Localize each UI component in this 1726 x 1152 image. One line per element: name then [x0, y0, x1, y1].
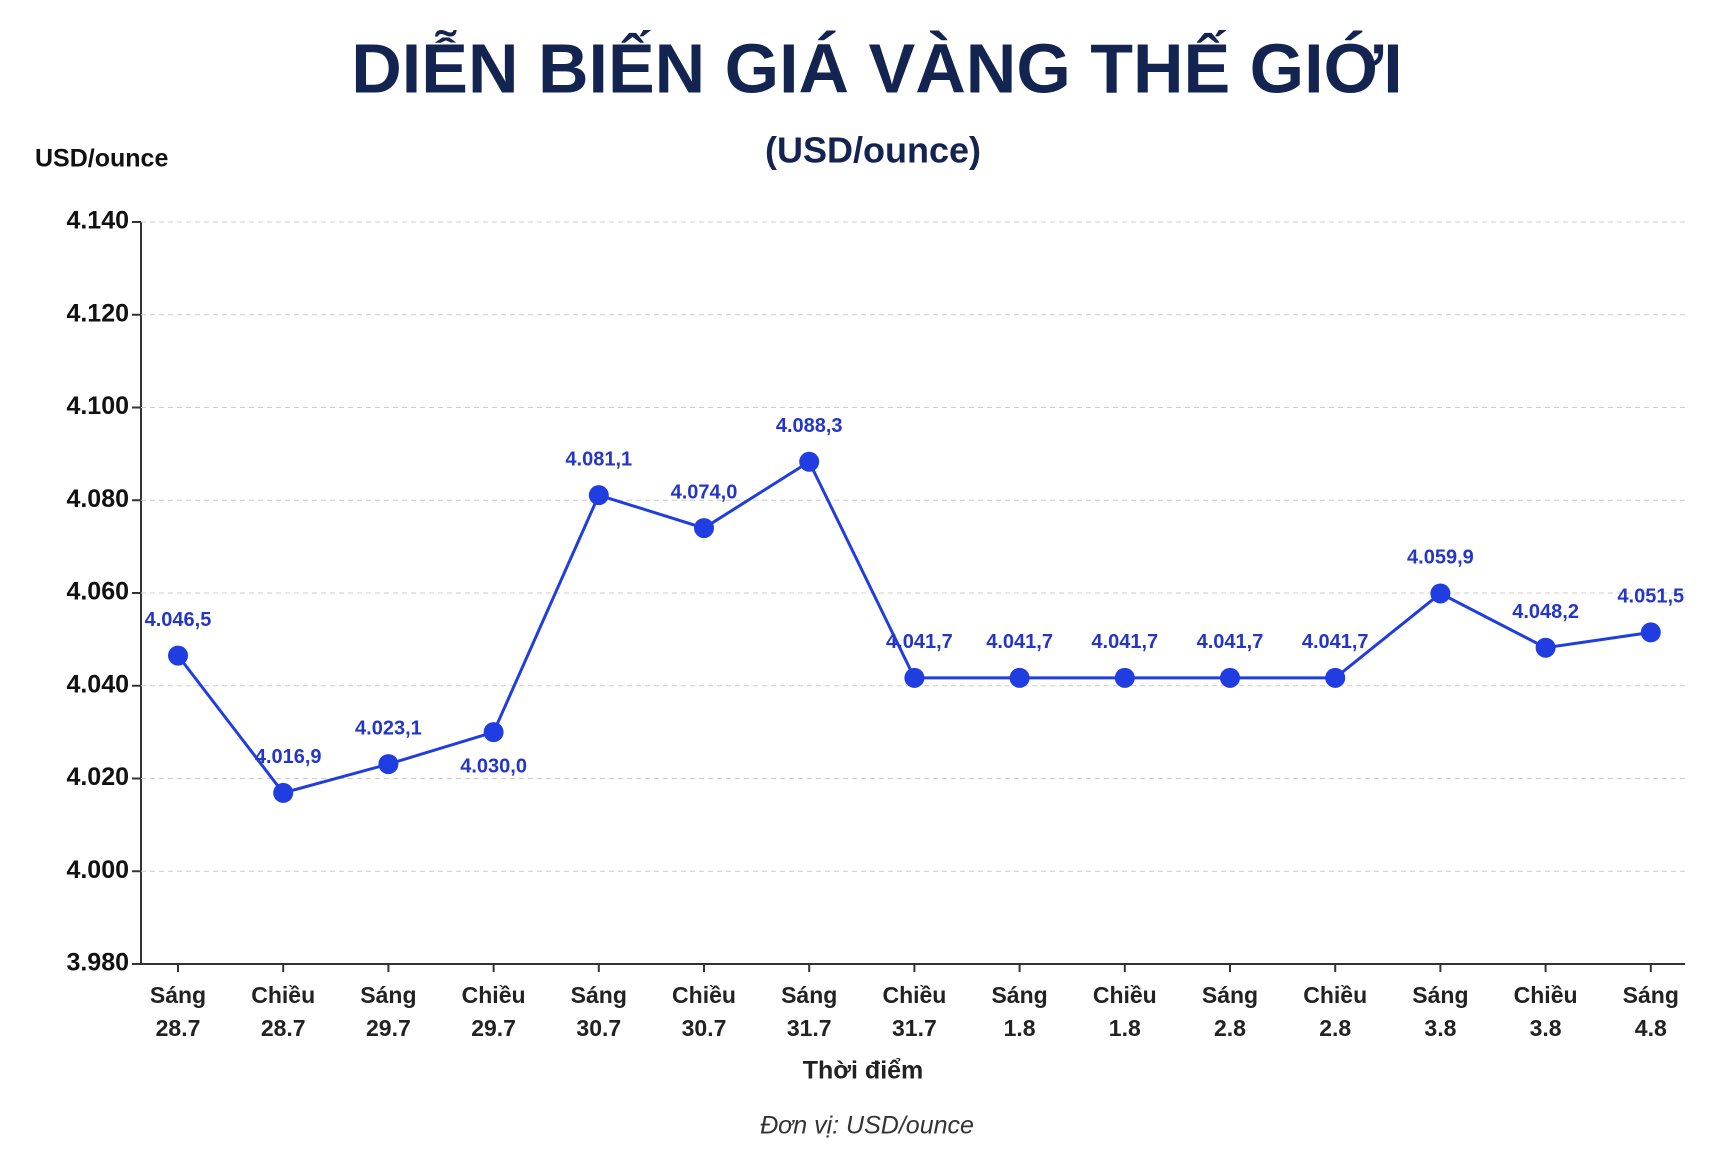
point — [1114, 667, 1135, 688]
value-label: 4.088,3 — [776, 415, 843, 437]
x-tick-label: 30.7 — [682, 1015, 727, 1041]
y-tick-label: 4.000 — [66, 856, 129, 884]
x-tick-label: 28.7 — [261, 1015, 306, 1041]
x-axis-label: Thời điểm — [803, 1057, 924, 1085]
point — [904, 667, 925, 688]
value-label: 4.059,9 — [1407, 547, 1474, 569]
y-tick-label: 4.020 — [66, 763, 129, 791]
point — [1535, 637, 1556, 658]
x-tick-label: Sáng — [1202, 982, 1258, 1008]
value-label: 4.074,0 — [671, 481, 738, 503]
y-tick-label: 4.060 — [66, 578, 129, 606]
x-tick-label: Sáng — [1623, 982, 1679, 1008]
x-tick-label: Chiều — [1303, 982, 1367, 1008]
point — [1640, 622, 1661, 643]
point — [694, 518, 714, 539]
x-tick-label: Sáng — [991, 982, 1047, 1008]
value-label: 4.041,7 — [1197, 631, 1264, 653]
x-tick-label: Sáng — [1412, 982, 1468, 1008]
value-label: 4.041,7 — [886, 631, 953, 653]
y-tick-label: 4.140 — [66, 207, 129, 235]
y-axis-label: USD/ounce — [35, 145, 168, 173]
x-tick-label: 4.8 — [1635, 1015, 1667, 1041]
chart-subtitle: (USD/ounce) — [765, 130, 981, 171]
x-tick-label: Chiều — [462, 982, 526, 1008]
value-label: 4.081,1 — [565, 448, 632, 470]
point — [588, 485, 609, 506]
x-tick-label: Sáng — [781, 982, 837, 1008]
x-tick-label: 29.7 — [366, 1015, 411, 1041]
point — [168, 645, 188, 666]
x-tick-label: Chiều — [1514, 982, 1578, 1008]
x-tick-label: 3.8 — [1530, 1015, 1562, 1041]
x-tick-label: 2.8 — [1214, 1015, 1246, 1041]
y-tick-label: 4.120 — [66, 299, 129, 327]
x-tick-label: 29.7 — [471, 1015, 516, 1041]
x-tick-label: 31.7 — [787, 1015, 832, 1041]
x-tick-label: 31.7 — [892, 1015, 937, 1041]
y-tick-label: 3.980 — [66, 949, 129, 977]
y-tick-label: 4.080 — [66, 485, 129, 513]
value-label: 4.030,0 — [460, 755, 527, 777]
x-tick-label: 30.7 — [576, 1015, 621, 1041]
value-label: 4.046,5 — [145, 609, 212, 631]
x-tick-label: Chiều — [1093, 982, 1157, 1008]
x-tick-label: Chiều — [882, 982, 946, 1008]
point — [1009, 667, 1030, 688]
y-tick-label: 4.040 — [66, 670, 129, 698]
y-tick-label: 4.100 — [66, 392, 129, 420]
value-label: 4.023,1 — [355, 717, 422, 739]
value-label: 4.016,9 — [255, 746, 322, 768]
point — [1325, 667, 1346, 688]
point — [378, 754, 399, 775]
point — [1220, 667, 1240, 688]
chart-title: DIỄN BIẾN GIÁ VÀNG THẾ GIỚI — [351, 28, 1402, 107]
x-tick-label: Sáng — [571, 982, 627, 1008]
point — [273, 782, 294, 803]
x-tick-label: 1.8 — [1109, 1015, 1141, 1041]
value-label: 4.041,7 — [1302, 631, 1369, 653]
value-label: 4.048,2 — [1512, 601, 1579, 623]
x-tick-label: 28.7 — [156, 1015, 201, 1041]
value-label: 4.041,7 — [986, 631, 1053, 653]
point — [1430, 583, 1451, 604]
value-label: 4.051,5 — [1617, 586, 1684, 608]
x-tick-label: 3.8 — [1424, 1015, 1456, 1041]
x-tick-label: 1.8 — [1004, 1015, 1036, 1041]
x-tick-label: Sáng — [360, 982, 416, 1008]
footnote: Đơn vị: USD/ounce — [760, 1112, 974, 1140]
x-tick-label: 2.8 — [1319, 1015, 1351, 1041]
x-tick-label: Chiều — [672, 982, 736, 1008]
x-tick-label: Sáng — [150, 982, 206, 1008]
line — [176, 459, 1652, 795]
value-label: 4.041,7 — [1091, 631, 1158, 653]
point — [799, 451, 820, 472]
x-tick-label: Chiều — [251, 982, 315, 1008]
point — [483, 722, 504, 743]
